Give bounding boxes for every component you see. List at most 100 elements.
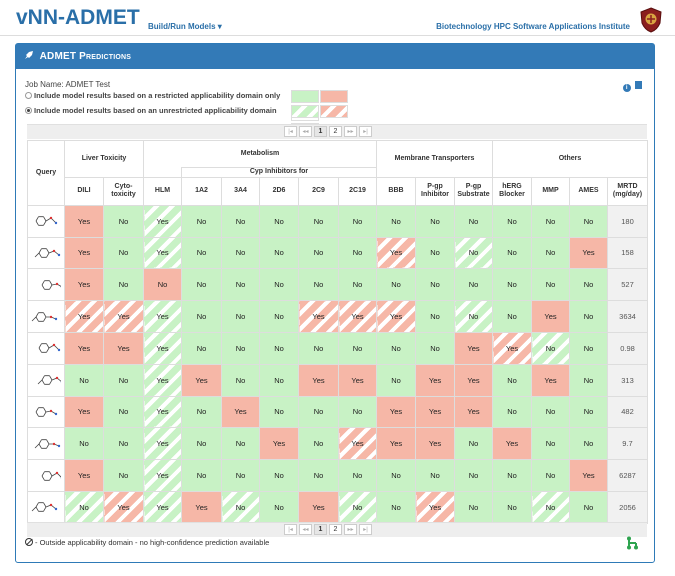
prediction-cell: Yes — [143, 204, 182, 238]
column-header-9: P-gp Inhibitor — [415, 176, 455, 206]
prediction-cell: No — [569, 363, 608, 397]
query-cell[interactable] — [27, 204, 65, 238]
document-icon[interactable] — [635, 81, 642, 89]
prediction-cell: No — [531, 459, 570, 492]
tree-structure-icon[interactable] — [626, 536, 640, 550]
molecule-structure-icon[interactable] — [31, 274, 61, 296]
prediction-cell: No — [492, 268, 532, 302]
prediction-cell: No — [338, 331, 377, 365]
pager-page-2[interactable]: 2 — [329, 126, 342, 137]
molecule-structure-icon[interactable] — [31, 496, 61, 518]
pager-page-1[interactable]: 1 — [314, 126, 327, 137]
prediction-cell: Yes — [531, 300, 570, 333]
radio-unrestricted[interactable] — [25, 107, 32, 114]
prediction-cell: No — [298, 331, 339, 365]
query-cell[interactable] — [27, 427, 65, 461]
legend-swatch-yes-hatched — [320, 105, 348, 118]
prediction-cell: No — [259, 268, 299, 302]
table-row: No Yes Yes Yes No No Yes No No Yes No No No No 2056 — [27, 490, 648, 524]
prediction-cell: No — [298, 427, 339, 461]
prediction-cell: No — [454, 459, 493, 492]
build-run-models-dropdown[interactable]: Build/Run Models ▾ — [148, 22, 222, 31]
prediction-cell: No — [221, 331, 260, 365]
table-row: Yes No Yes No Yes No No No Yes Yes Yes No No No 482 — [27, 395, 648, 429]
prediction-cell: No — [298, 236, 339, 270]
pager-next-button[interactable]: ▸▸ — [344, 126, 357, 137]
query-cell[interactable] — [27, 459, 65, 492]
others-header: Others — [492, 140, 648, 178]
query-cell[interactable] — [27, 395, 65, 429]
pager-bottom: |◂ ◂◂ 1 2 ▸▸ ▸| — [284, 524, 374, 536]
molecule-structure-icon[interactable] — [31, 433, 61, 455]
prediction-cell: Yes — [338, 300, 377, 333]
prediction-cell: No — [569, 490, 608, 524]
molecule-structure-icon[interactable] — [31, 369, 61, 391]
prediction-cell: Yes — [376, 236, 416, 270]
prediction-cell: No — [103, 363, 144, 397]
molecule-structure-icon[interactable] — [31, 306, 61, 328]
prediction-cell: Yes — [338, 427, 377, 461]
molecule-structure-icon[interactable] — [31, 242, 61, 264]
pager-next-button-bottom[interactable]: ▸▸ — [344, 524, 357, 535]
query-cell[interactable] — [27, 363, 65, 397]
prediction-cell: Yes — [143, 236, 182, 270]
prediction-cell: No — [103, 427, 144, 461]
molecule-structure-icon[interactable] — [31, 210, 61, 232]
pager-page-1-bottom[interactable]: 1 — [314, 524, 327, 535]
prediction-cell: No — [221, 236, 260, 270]
prediction-cell: No — [376, 204, 416, 238]
prediction-cell: No — [181, 268, 222, 302]
option-unrestricted[interactable]: Include model results based on an unrest… — [25, 106, 277, 115]
prediction-cell: No — [259, 363, 299, 397]
table-body: Yes No Yes No No No No No No No No No No No 180 Yes No Ye… — [27, 204, 648, 524]
pager-page-2-bottom[interactable]: 2 — [329, 524, 342, 535]
pager-prev-button[interactable]: ◂◂ — [299, 126, 312, 137]
prediction-cell: No — [221, 204, 260, 238]
prediction-cell: Yes — [103, 331, 144, 365]
prediction-cell: No — [103, 204, 144, 238]
option-restricted[interactable]: Include model results based on a restric… — [25, 91, 280, 100]
query-cell[interactable] — [27, 236, 65, 270]
prediction-cell: No — [221, 300, 260, 333]
prediction-cell: Yes — [64, 300, 104, 333]
table-row: Yes No Yes No No No No No No No No No No Yes 6287 — [27, 459, 648, 492]
column-header-10: P-gp Substrate — [454, 176, 493, 206]
prediction-cell: No — [569, 300, 608, 333]
prediction-cell: No — [259, 395, 299, 429]
pager-first-button[interactable]: |◂ — [284, 126, 297, 137]
query-cell[interactable] — [27, 490, 65, 524]
admet-predictions-panel: ADMET Predictions Job Name: ADMET Test i… — [15, 43, 655, 563]
prediction-cell: No — [221, 490, 260, 524]
pager-prev-button-bottom[interactable]: ◂◂ — [299, 524, 312, 535]
ban-icon — [25, 538, 33, 546]
prediction-cell: Yes — [143, 427, 182, 461]
app-title[interactable]: vNN-ADMET — [16, 6, 140, 29]
option-restricted-label: Include model results based on a restric… — [34, 91, 281, 100]
column-header-6: 2C9 — [298, 176, 339, 206]
prediction-cell: No — [376, 490, 416, 524]
prediction-cell: No — [221, 363, 260, 397]
molecule-structure-icon[interactable] — [31, 465, 61, 487]
prediction-cell: No — [259, 204, 299, 238]
molecule-structure-icon[interactable] — [31, 337, 61, 359]
prediction-cell: No — [454, 204, 493, 238]
query-cell[interactable] — [27, 268, 65, 302]
prediction-cell: Yes — [181, 490, 222, 524]
molecule-structure-icon[interactable] — [31, 401, 61, 423]
pager-last-button-bottom[interactable]: ▸| — [359, 524, 372, 535]
query-cell[interactable] — [27, 331, 65, 365]
prediction-cell: No — [181, 331, 222, 365]
prediction-cell: Yes — [64, 204, 104, 238]
prediction-cell: Yes — [64, 395, 104, 429]
query-cell[interactable] — [27, 300, 65, 333]
mrtd-cell: 158 — [607, 236, 648, 270]
info-icon[interactable]: i — [622, 84, 631, 92]
prediction-cell: No — [181, 427, 222, 461]
pager-first-button-bottom[interactable]: |◂ — [284, 524, 297, 535]
institute-link[interactable]: Biotechnology HPC Software Applications … — [436, 22, 630, 31]
radio-restricted[interactable] — [25, 92, 32, 99]
column-header-12: MMP — [531, 176, 570, 206]
pager-last-button[interactable]: ▸| — [359, 126, 372, 137]
prediction-cell: No — [338, 204, 377, 238]
prediction-cell: No — [569, 427, 608, 461]
